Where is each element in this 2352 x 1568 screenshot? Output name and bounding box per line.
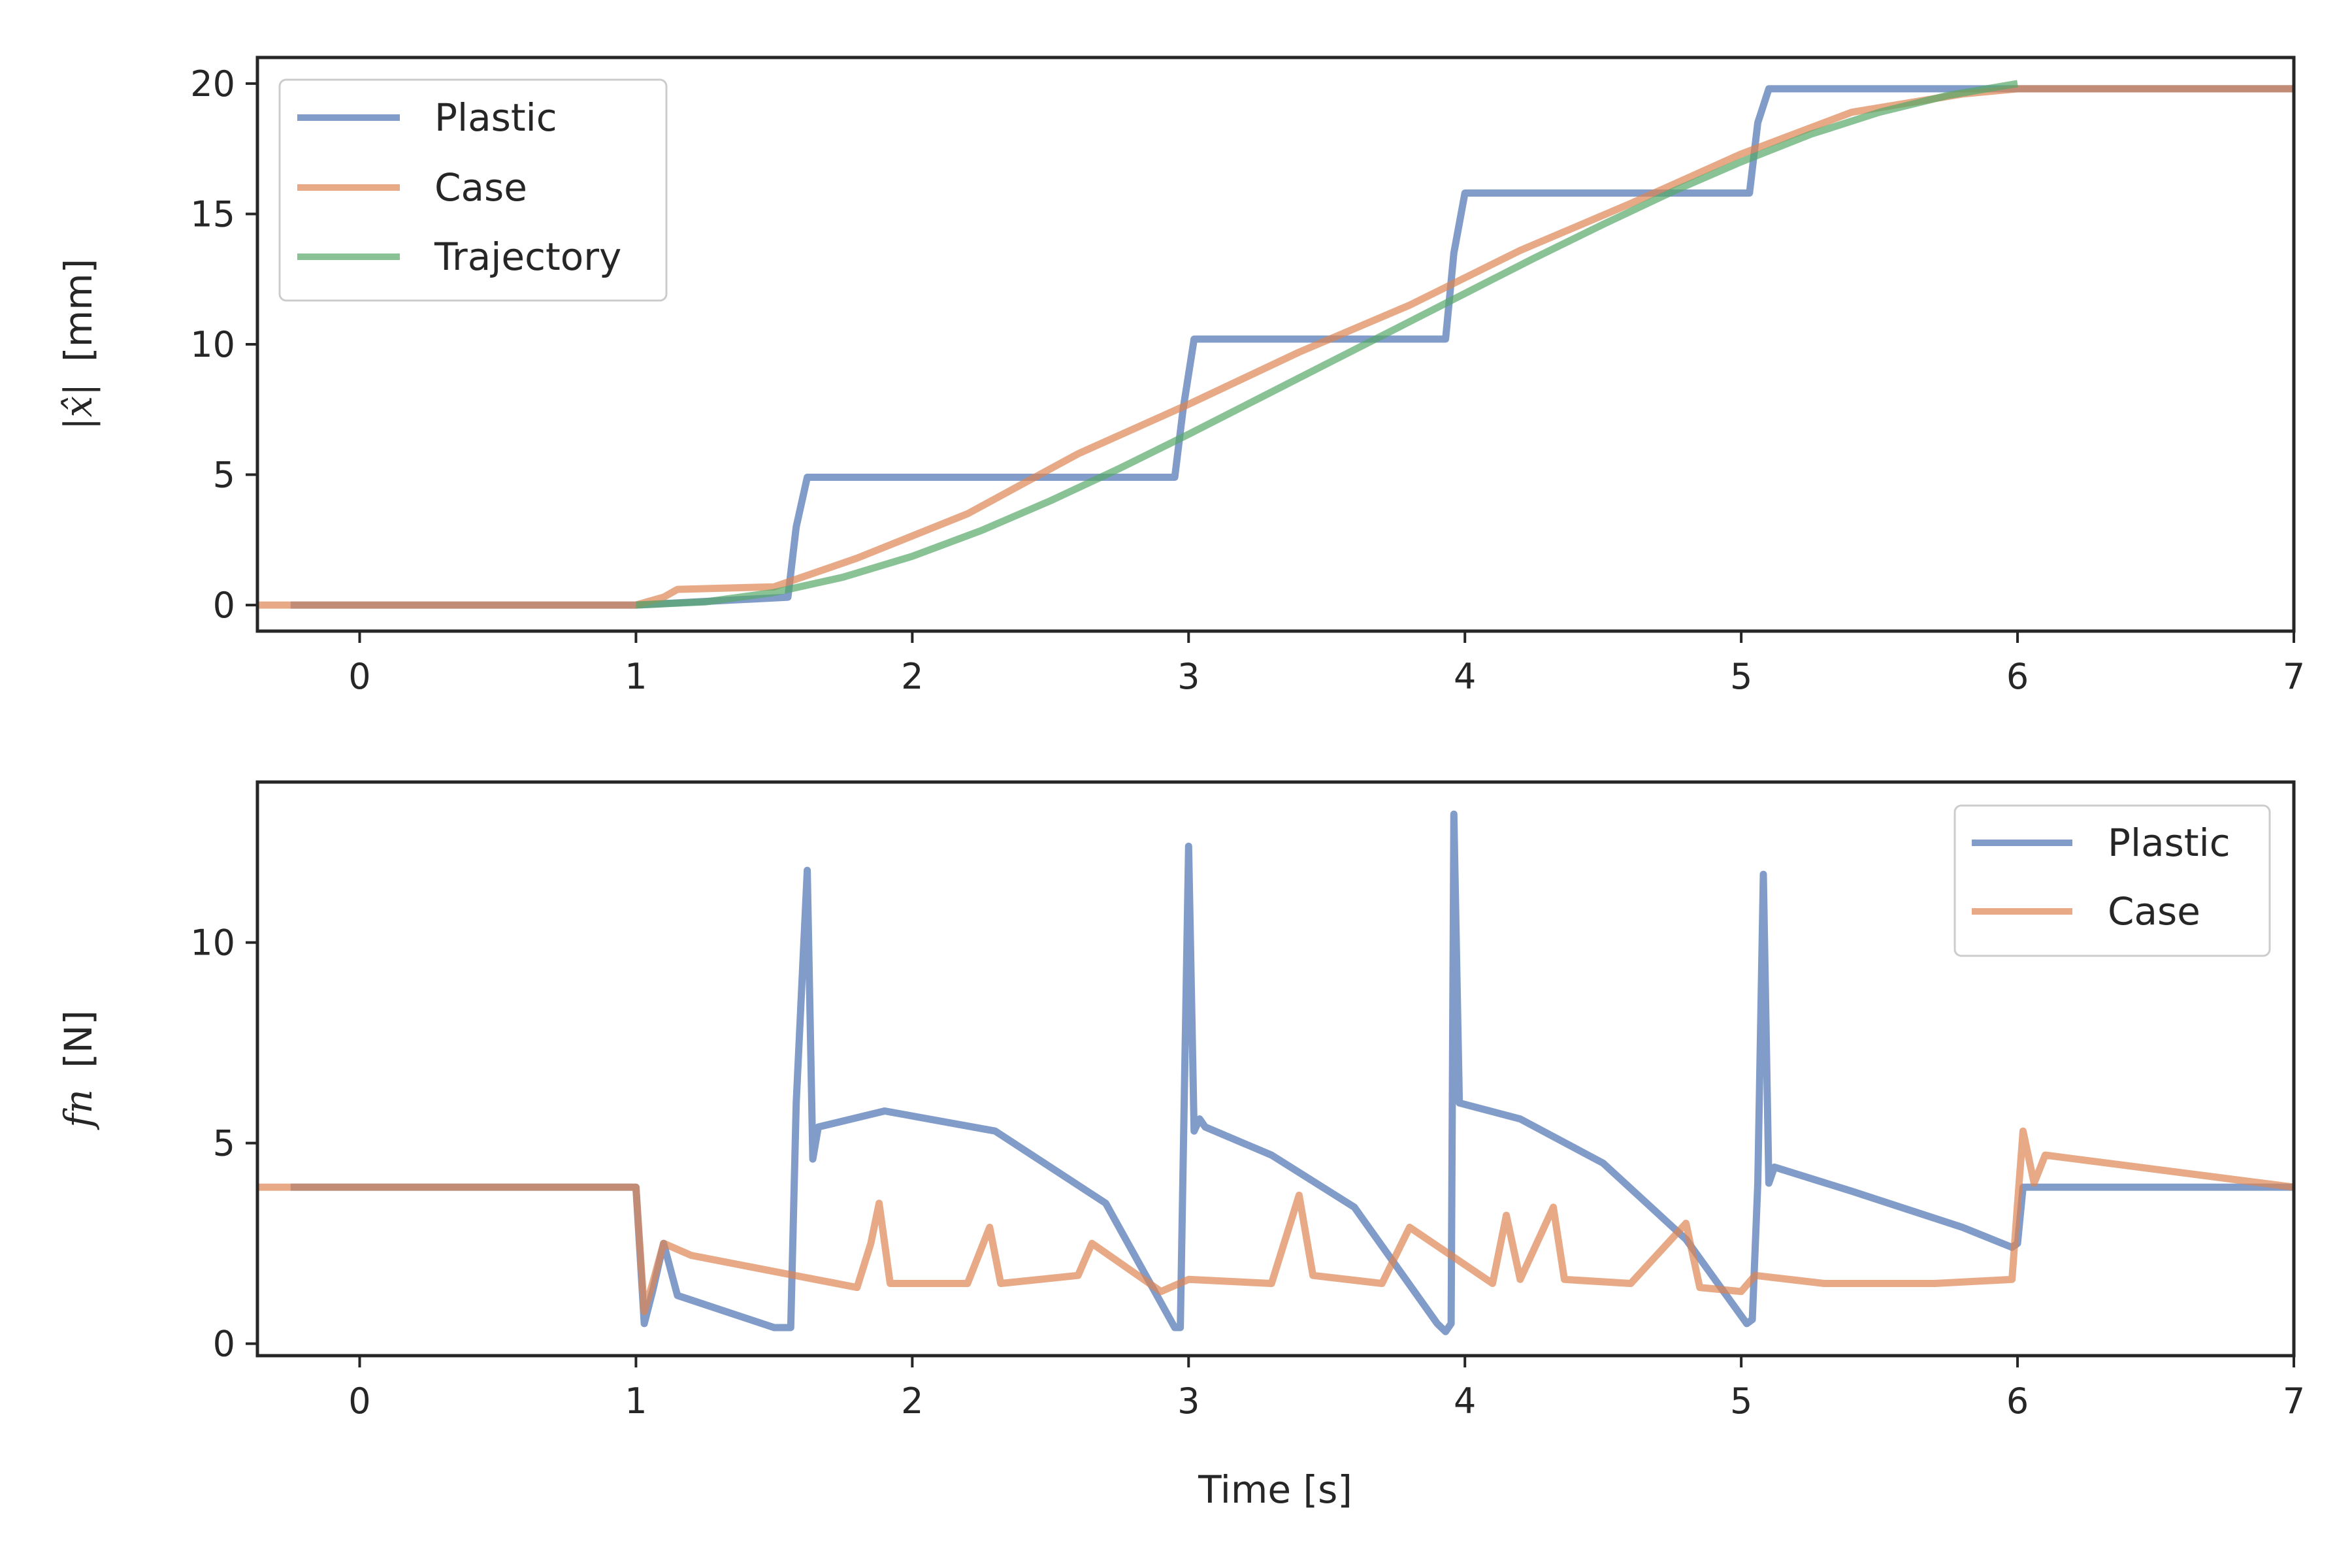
bottom-x-tick-label: 1 <box>625 1380 647 1422</box>
top-plot-area <box>257 80 2294 609</box>
top-legend-box <box>278 78 668 302</box>
top-x-tick-label: 0 <box>348 656 370 697</box>
bottom-axes-frame <box>255 780 2296 1358</box>
top-legend-label-trajectory: Trajectory <box>434 235 621 279</box>
bottom-x-tick-label: 7 <box>2283 1380 2305 1422</box>
top-x-tick-label: 4 <box>1454 656 1476 697</box>
bottom-panel: 0 1 2 3 4 5 6 7 0 5 10 fn [N] Time [s] Plastic Ca… <box>56 780 2305 1512</box>
bottom-x-tick-label: 0 <box>348 1380 370 1422</box>
bottom-y-label-unit: [N] <box>56 1010 101 1068</box>
top-y-tick-label: 5 <box>213 455 235 496</box>
top-x-tick-label: 5 <box>1730 656 1752 697</box>
top-y-axis-label: |x̂| [mm] <box>56 259 101 431</box>
bottom-x-tick-label: 2 <box>901 1380 923 1422</box>
top-x-tick-label: 6 <box>2006 656 2029 697</box>
top-x-tick-label: 1 <box>625 656 647 697</box>
top-axes-frame <box>255 56 2296 633</box>
top-x-ticks: 0 1 2 3 4 5 6 7 <box>348 631 2305 697</box>
bottom-x-tick-label: 5 <box>1730 1380 1752 1422</box>
top-series-case-line <box>257 85 2294 609</box>
bottom-x-tick-label: 3 <box>1177 1380 1200 1422</box>
svg-text:|x̂| [mm]: |x̂| [mm] <box>56 259 101 431</box>
top-y-tick-label: 0 <box>213 585 235 626</box>
top-x-tick-label: 7 <box>2283 656 2305 697</box>
bottom-x-ticks: 0 1 2 3 4 5 6 7 <box>348 1356 2305 1422</box>
bottom-x-axis-label: Time [s] <box>1198 1467 1352 1512</box>
top-legend-label-plastic: Plastic <box>434 95 557 140</box>
bottom-plot-area <box>257 810 2295 1335</box>
top-panel: 0 1 2 3 4 5 6 7 0 5 10 15 20 |x̂| [mm] Plastic Case… <box>56 56 2305 697</box>
bottom-series-plastic-line <box>290 810 2294 1335</box>
top-y-ticks: 0 5 10 15 20 <box>190 63 257 626</box>
bottom-series-case-line <box>257 1127 2295 1315</box>
top-series-trajectory-line <box>636 80 2019 609</box>
bottom-y-tick-label: 10 <box>190 923 235 964</box>
top-legend: Plastic Case Trajectory <box>278 78 668 302</box>
bottom-legend-label-case: Case <box>2108 889 2200 934</box>
bottom-y-label-math: fn <box>56 1089 101 1130</box>
bottom-legend-label-plastic: Plastic <box>2108 821 2230 865</box>
top-y-tick-label: 10 <box>190 324 235 365</box>
bottom-y-ticks: 0 5 10 <box>190 923 257 1365</box>
bottom-y-axis-label: fn [N] <box>56 1010 101 1130</box>
bottom-x-tick-label: 4 <box>1454 1380 1476 1422</box>
top-legend-label-case: Case <box>434 165 527 210</box>
top-x-tick-label: 2 <box>901 656 923 697</box>
bottom-legend: Plastic Case <box>1953 804 2271 957</box>
bottom-y-tick-label: 0 <box>213 1324 235 1365</box>
bottom-y-tick-label: 5 <box>213 1123 235 1164</box>
top-y-tick-label: 20 <box>190 63 235 105</box>
top-y-label-math: |x̂| <box>56 383 101 430</box>
top-y-tick-label: 15 <box>190 193 235 235</box>
top-x-tick-label: 3 <box>1177 656 1200 697</box>
bottom-x-tick-label: 6 <box>2006 1380 2029 1422</box>
top-y-label-unit: [mm] <box>56 259 101 362</box>
svg-text:fn [N]: fn [N] <box>56 1010 101 1130</box>
